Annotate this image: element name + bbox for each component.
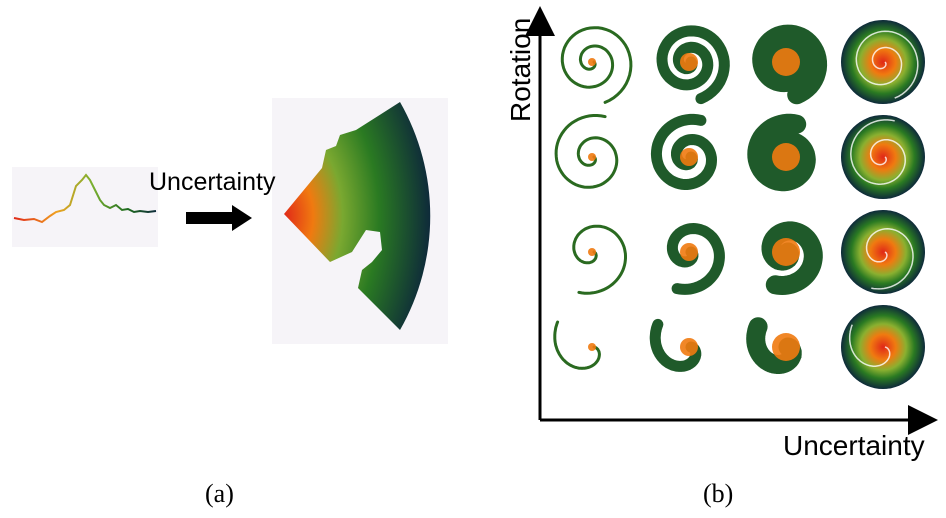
- spiral-core: [772, 143, 800, 171]
- spiral-glyph: [650, 113, 718, 190]
- spiral-core: [680, 243, 698, 261]
- panel-b: [525, 6, 938, 435]
- spiral-glyph: [554, 114, 619, 189]
- spiral-glyph: [841, 115, 925, 199]
- spiral-core: [772, 48, 800, 76]
- spiral-band: [666, 222, 725, 295]
- spiral-glyph: [841, 210, 925, 294]
- spiral-core: [772, 333, 800, 361]
- line-plot-background: [12, 167, 158, 247]
- spiral-glyph: [841, 305, 925, 389]
- y-axis-label: Rotation: [505, 18, 536, 122]
- spiral-glyph: [649, 318, 702, 372]
- spiral-core: [588, 248, 596, 256]
- uncertainty-disc: [841, 115, 925, 199]
- spiral-band: [554, 114, 619, 189]
- spiral-band: [560, 26, 633, 104]
- spiral-gap: [850, 119, 906, 185]
- spiral-glyph: [560, 26, 633, 104]
- spiral-gap: [855, 30, 919, 99]
- caption-a: (a): [205, 479, 234, 508]
- fan-plot: [284, 102, 431, 330]
- uncertainty-disc: [841, 305, 925, 389]
- spiral-core: [680, 148, 698, 166]
- spiral-band: [572, 224, 627, 295]
- spiral-core: [588, 343, 596, 351]
- uncertainty-disc: [841, 20, 925, 104]
- spiral-glyph: [761, 221, 823, 296]
- spiral-core: [588, 58, 596, 66]
- spiral-glyph: [553, 320, 601, 370]
- spiral-core: [680, 53, 698, 71]
- uncertainty-disc: [841, 210, 925, 294]
- spiral-glyph: [841, 20, 925, 104]
- spiral-glyph: [747, 113, 816, 192]
- caption-b: (b): [703, 479, 733, 508]
- spiral-grid: [553, 20, 925, 389]
- spiral-glyph: [746, 317, 802, 374]
- spiral-band: [553, 320, 601, 370]
- spiral-core: [588, 153, 596, 161]
- panel-a: [12, 98, 448, 344]
- spiral-glyph: [572, 224, 627, 295]
- spiral-glyph: [656, 25, 730, 105]
- uncertainty-line-plot: [13, 173, 157, 224]
- spiral-glyph: [666, 222, 725, 295]
- spiral-gap: [865, 228, 914, 290]
- x-axis-label: Uncertainty: [783, 430, 925, 461]
- spiral-core: [772, 238, 800, 266]
- right-arrow-icon: [186, 205, 252, 231]
- spiral-core: [680, 338, 698, 356]
- arrow-label: Uncertainty: [149, 168, 276, 196]
- spiral-glyph: [752, 24, 828, 105]
- spiral-gap: [848, 324, 891, 367]
